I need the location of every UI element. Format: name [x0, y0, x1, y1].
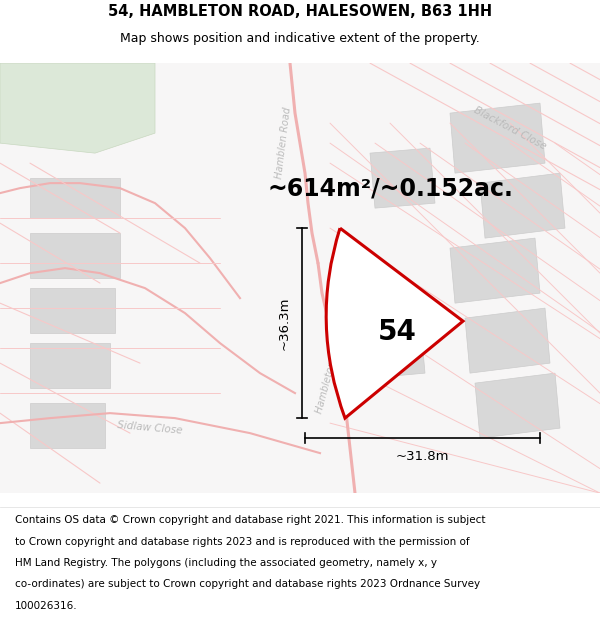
- Polygon shape: [370, 148, 435, 208]
- Text: ~36.3m: ~36.3m: [277, 296, 290, 350]
- Polygon shape: [30, 288, 115, 333]
- Polygon shape: [480, 173, 565, 238]
- Text: Sidlaw Close: Sidlaw Close: [117, 420, 183, 436]
- Text: ~31.8m: ~31.8m: [396, 449, 449, 462]
- PathPatch shape: [326, 228, 463, 418]
- Polygon shape: [30, 403, 105, 448]
- Text: Hambleton Road: Hambleton Road: [314, 332, 346, 414]
- Text: to Crown copyright and database rights 2023 and is reproduced with the permissio: to Crown copyright and database rights 2…: [15, 537, 470, 547]
- Text: HM Land Registry. The polygons (including the associated geometry, namely x, y: HM Land Registry. The polygons (includin…: [15, 558, 437, 568]
- Text: 54: 54: [378, 319, 417, 346]
- Polygon shape: [30, 233, 120, 278]
- Polygon shape: [465, 308, 550, 373]
- Text: Blackford Close: Blackford Close: [472, 105, 548, 151]
- Text: 100026316.: 100026316.: [15, 601, 77, 611]
- Polygon shape: [450, 103, 545, 173]
- Text: 54, HAMBLETON ROAD, HALESOWEN, B63 1HH: 54, HAMBLETON ROAD, HALESOWEN, B63 1HH: [108, 4, 492, 19]
- Polygon shape: [30, 178, 120, 218]
- Polygon shape: [30, 343, 110, 388]
- Polygon shape: [365, 318, 425, 378]
- Text: Contains OS data © Crown copyright and database right 2021. This information is : Contains OS data © Crown copyright and d…: [15, 515, 485, 525]
- Text: Map shows position and indicative extent of the property.: Map shows position and indicative extent…: [120, 32, 480, 45]
- Text: ~614m²/~0.152ac.: ~614m²/~0.152ac.: [267, 176, 513, 200]
- Text: co-ordinates) are subject to Crown copyright and database rights 2023 Ordnance S: co-ordinates) are subject to Crown copyr…: [15, 579, 480, 589]
- Polygon shape: [0, 63, 155, 153]
- Polygon shape: [450, 238, 540, 303]
- Text: Hamblen Road: Hamblen Road: [274, 107, 292, 179]
- Polygon shape: [475, 373, 560, 438]
